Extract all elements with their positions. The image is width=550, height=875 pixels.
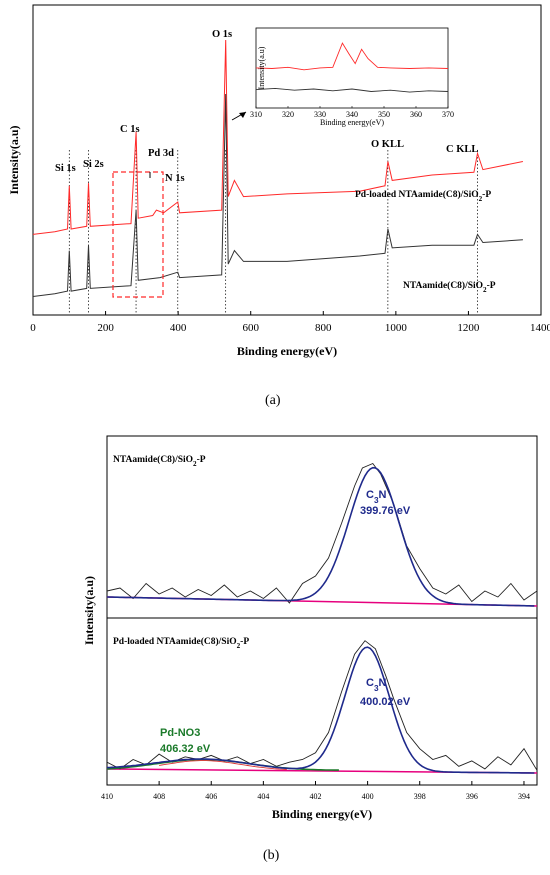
x-tick-label: 1400	[530, 322, 550, 334]
peak-label: Si 2s	[83, 159, 104, 170]
x-axis-title: Binding energy(eV)	[272, 807, 372, 821]
panel-a-label: (a)	[265, 393, 281, 408]
inset-x-tick-label: 320	[282, 110, 294, 119]
inset-series-ntaamide	[255, 87, 449, 93]
y-axis-title: Intensity(a.u)	[82, 576, 96, 645]
raw-data-line	[106, 640, 538, 771]
inset-x-tick-label: 370	[442, 110, 454, 119]
pd-region-highlight	[112, 171, 164, 298]
inset-x-axis-title: Binding energy(eV)	[320, 118, 384, 127]
y-axis-title: Intensity(a.u)	[7, 125, 21, 194]
x-tick-label: 400	[362, 792, 374, 801]
peak-label: Pd 3d	[148, 148, 174, 159]
series-label-ntaamide: NTAamide(C8)/SiO2-P	[403, 280, 496, 294]
inset-series-pd-loaded	[255, 42, 449, 71]
x-tick-label: 1200	[457, 322, 480, 334]
peak-label: C KLL	[446, 144, 478, 155]
x-tick-label: 800	[315, 322, 332, 334]
x-tick-label: 410	[101, 792, 113, 801]
component-label: C3N	[366, 677, 387, 693]
x-tick-label: 0	[30, 322, 36, 334]
series-label-pd-loaded: Pd-loaded NTAamide(C8)/SiO2-P	[355, 189, 491, 203]
component-energy-label: 400.02 eV	[360, 696, 411, 708]
x-tick-label: 1000	[385, 322, 408, 334]
x-tick-label: 200	[97, 322, 114, 334]
series-pd-loaded-line	[32, 39, 523, 235]
subplot-sample-label: NTAamide(C8)/SiO2-P	[113, 454, 206, 468]
peak-label: O 1s	[212, 29, 232, 40]
peak-label: Si 1s	[55, 163, 76, 174]
inset-arrowhead	[239, 112, 246, 118]
x-tick-label: 600	[242, 322, 259, 334]
x-tick-label: 402	[309, 792, 321, 801]
c3n-fit-line	[106, 646, 535, 774]
inset-x-tick-label: 330	[314, 110, 326, 119]
x-tick-label: 394	[518, 792, 530, 801]
pd-component-label: Pd-NO3	[160, 727, 200, 739]
subplot-sample-label: Pd-loaded NTAamide(C8)/SiO2-P	[113, 636, 249, 650]
x-axis-title: Binding energy(eV)	[237, 344, 337, 358]
peak-label: O KLL	[371, 139, 404, 150]
inset-x-tick-label: 310	[250, 110, 262, 119]
pd-energy-label: 406.32 eV	[160, 743, 211, 755]
x-tick-label: 408	[153, 792, 165, 801]
peak-label: C 1s	[120, 124, 140, 135]
x-tick-label: 398	[414, 792, 426, 801]
x-tick-label: 396	[466, 792, 478, 801]
inset-y-axis-title: Intensity(a.u)	[257, 46, 266, 89]
x-tick-label: 400	[170, 322, 187, 334]
raw-data-line	[106, 462, 538, 604]
survey-xps-chart: 0 200 400 600 800 1000 1200 1400 Binding energy(…	[7, 4, 550, 358]
inset-x-tick-label: 350	[378, 110, 390, 119]
n1s-xps-chart: 410 408 406 404 402 400 398 396 394 Binding energ…	[82, 435, 538, 821]
component-energy-label: 399.76 eV	[360, 505, 411, 517]
component-label: C3N	[366, 489, 387, 505]
inset-x-tick-label: 340	[346, 110, 358, 119]
plot-frame	[106, 435, 538, 786]
panel-b-label: (b)	[263, 848, 280, 863]
x-tick-label: 404	[257, 792, 269, 801]
inset-x-tick-label: 360	[410, 110, 422, 119]
x-tick-label: 406	[205, 792, 217, 801]
series-ntaamide-line	[32, 93, 523, 297]
peak-label: N 1s	[165, 173, 185, 184]
envelope-fit-line	[159, 760, 287, 770]
plot-frame	[32, 4, 542, 316]
c3n-fit-line	[106, 466, 535, 607]
